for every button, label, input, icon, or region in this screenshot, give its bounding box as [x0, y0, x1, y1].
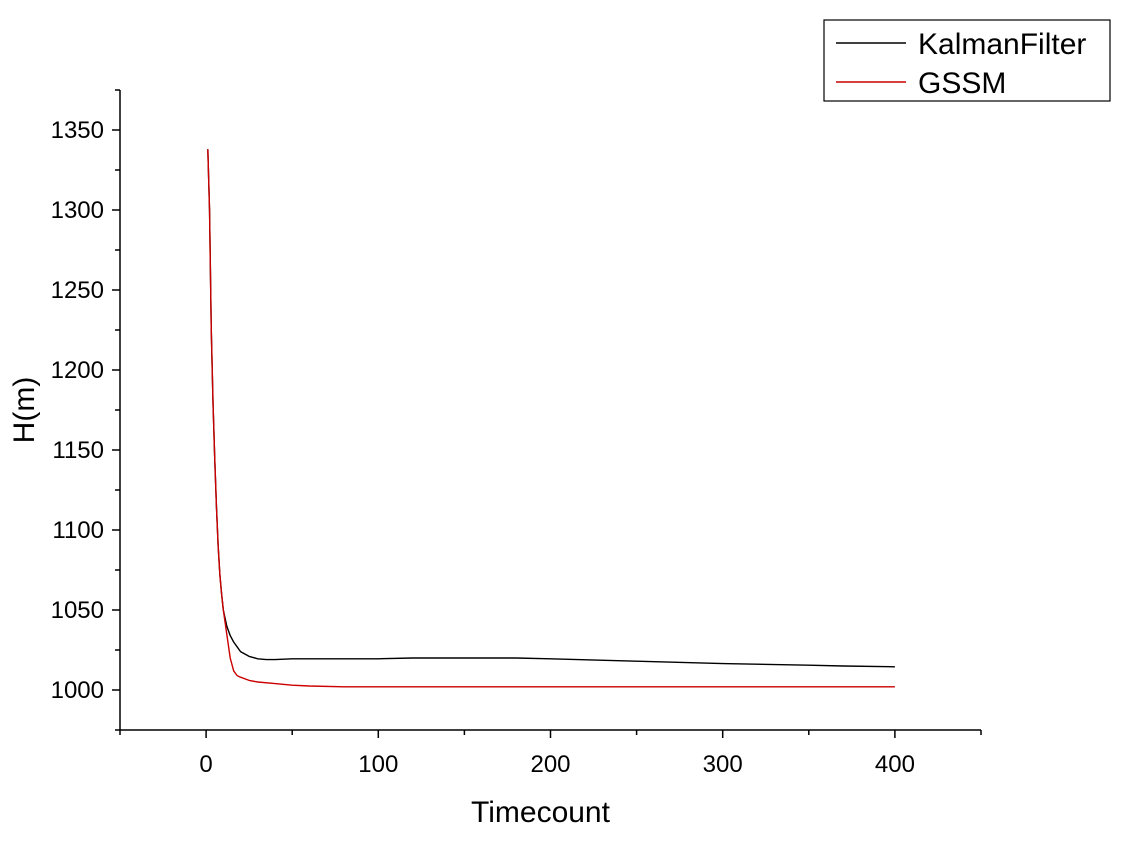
y-tick-label: 1200 — [51, 357, 104, 384]
y-tick-label: 1300 — [51, 197, 104, 224]
x-tick-label: 0 — [199, 751, 212, 778]
legend: KalmanFilter GSSM — [823, 19, 1111, 102]
plot-area — [207, 149, 895, 688]
x-axis-title: Timecount — [471, 796, 611, 829]
series-line-gssm — [207, 149, 895, 688]
legend-box — [823, 19, 1111, 102]
y-tick-label: 1100 — [52, 517, 104, 544]
y-tick-label: 1250 — [51, 277, 104, 304]
x-tick-label: 300 — [703, 751, 743, 778]
series-line-kalmanfilter — [207, 149, 895, 668]
y-axis-title: H(m) — [8, 377, 41, 444]
axes: 0 100 200 300 400 1000 1050 1100 1150 1200 1250 130… — [51, 89, 982, 778]
y-tick-label: 1050 — [51, 597, 104, 624]
y-tick-label: 1150 — [52, 437, 104, 464]
legend-label-kalmanfilter: KalmanFilter — [918, 28, 1086, 61]
x-tick-label: 100 — [358, 751, 398, 778]
x-tick-label: 200 — [530, 751, 570, 778]
x-tick-label: 400 — [875, 751, 915, 778]
legend-label-gssm: GSSM — [918, 67, 1006, 100]
y-tick-label: 1350 — [51, 117, 104, 144]
y-tick-label: 1000 — [51, 677, 104, 704]
